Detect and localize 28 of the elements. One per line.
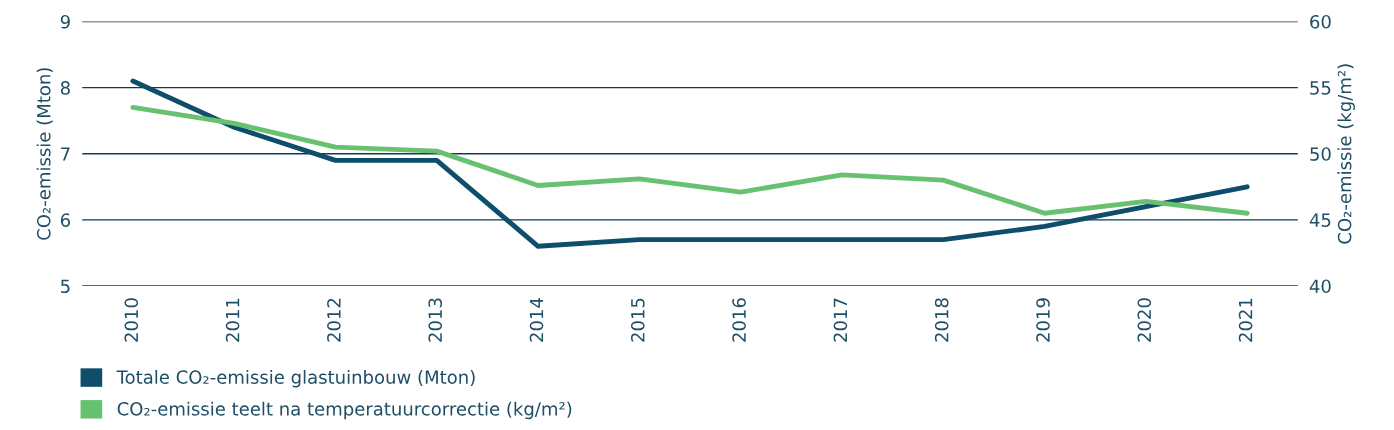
x-tick-label: 2011 [225,298,240,342]
x-tick-label: 2021 [1238,298,1253,342]
y2-tick-label: 55 [1310,81,1331,95]
legend-label: Totale CO₂-emissie glastuinbouw (Mton) [116,369,475,388]
y2-axis-title: CO₂-emissie (kg/m²) [1337,64,1355,244]
y-tick-label: 6 [60,213,70,227]
y-tick-label: 9 [60,14,70,29]
y-axis-title: CO₂-emissie (Mton) [36,68,53,240]
x-tick-label: 2020 [1137,298,1152,342]
x-tick-label: 2018 [934,298,949,342]
y2-tick-label: 40 [1309,279,1331,294]
legend-label: CO₂-emissie teelt na temperatuurcorrectie (kg/m²) [117,401,572,420]
y2-tick-label: 50 [1310,147,1331,161]
x-tick-label: 2012 [327,298,341,342]
x-tick-label: 2017 [833,298,848,342]
x-tick-label: 2016 [732,298,746,342]
y2-tick-label: 45 [1309,213,1331,227]
y-tick-label: 5 [61,279,70,294]
y2-tick-label: 60 [1310,14,1331,29]
x-tick-label: 2010 [124,298,139,342]
y-tick-label: 7 [61,147,70,161]
line-series [130,78,1250,249]
x-tick-label: 2014 [529,298,544,342]
x-tick-label: 2013 [428,298,443,342]
x-tick-label: 2019 [1036,298,1050,342]
y-tick-label: 8 [60,81,70,95]
line-series [130,105,1250,216]
x-tick-label: 2015 [630,298,645,342]
